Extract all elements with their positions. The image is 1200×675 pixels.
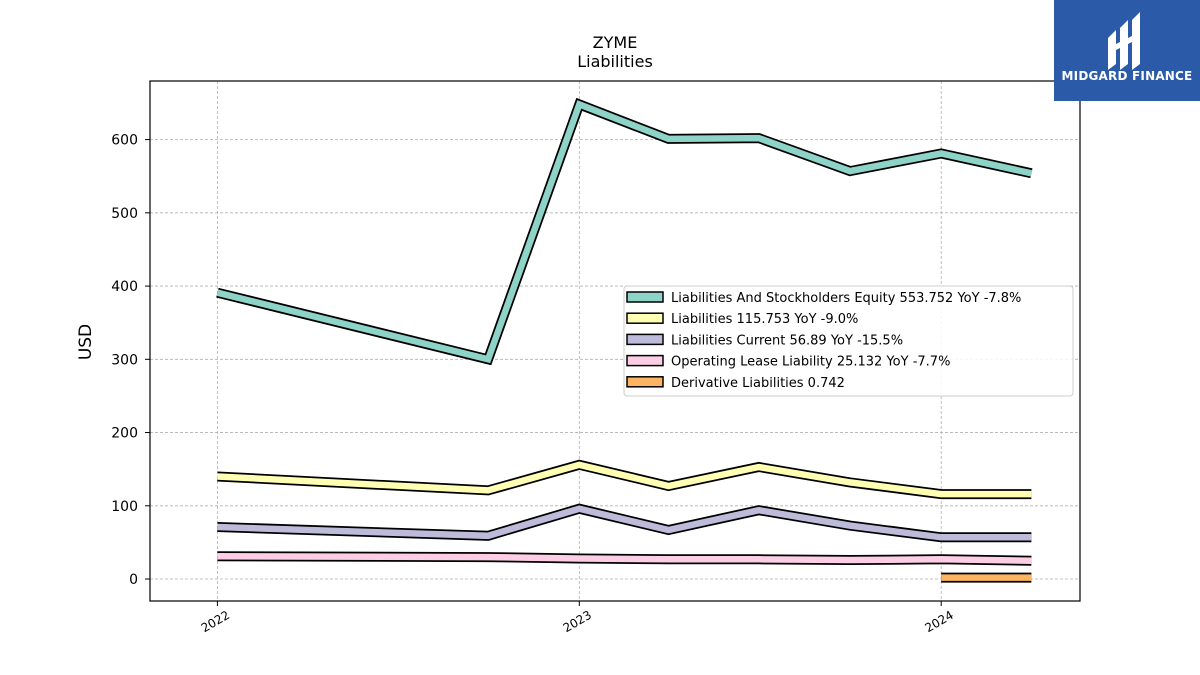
y-tick-label: 300 bbox=[111, 352, 138, 368]
series-line bbox=[216, 100, 1033, 364]
series-line bbox=[217, 553, 1032, 564]
legend-swatch bbox=[626, 333, 664, 346]
legend-swatch bbox=[626, 312, 664, 324]
legend-entry: Derivative Liabilities 0.742 bbox=[671, 376, 845, 391]
y-tick-label: 400 bbox=[111, 279, 138, 295]
x-tick-label: 2022 bbox=[199, 608, 232, 635]
y-axis: 0 100 200 300 400 500 600 bbox=[111, 133, 150, 588]
series-liabilities-current bbox=[217, 503, 1032, 543]
x-tick-label: 2024 bbox=[922, 608, 955, 635]
x-tick-label: 2023 bbox=[561, 608, 594, 635]
plot-frame bbox=[149, 80, 1081, 602]
legend-swatch bbox=[626, 291, 664, 303]
brand-logo: MIDGARD FINANCE bbox=[1054, 0, 1200, 101]
legend-box bbox=[623, 285, 1074, 397]
series-liabilities bbox=[217, 459, 1032, 500]
chart-subtitle: Liabilities bbox=[577, 52, 653, 71]
series-line bbox=[217, 505, 1032, 541]
series-operating-lease-liability bbox=[217, 551, 1032, 566]
y-tick-label: 500 bbox=[111, 206, 138, 222]
legend: Liabilities And Stockholders Equity 553.… bbox=[623, 285, 1074, 397]
logo-text: MIDGARD FINANCE bbox=[1061, 69, 1193, 83]
series-liabilities-and-stockholders-equity bbox=[216, 97, 1033, 366]
legend-swatch bbox=[626, 354, 664, 367]
logo-mark-icon bbox=[1108, 12, 1140, 70]
y-tick-label: 0 bbox=[129, 572, 138, 588]
legend-entry: Liabilities Current 56.89 YoY -15.5% bbox=[671, 333, 903, 348]
series-line bbox=[217, 461, 1032, 498]
legend-entry: Operating Lease Liability 25.132 YoY -7.… bbox=[671, 355, 950, 370]
y-tick-label: 600 bbox=[111, 133, 138, 149]
chart-title: ZYME bbox=[593, 33, 638, 52]
series-layer bbox=[216, 97, 1033, 583]
legend-swatch bbox=[626, 376, 664, 388]
legend-entry: Liabilities And Stockholders Equity 553.… bbox=[671, 291, 1021, 306]
grid bbox=[150, 81, 1080, 601]
y-tick-label: 200 bbox=[111, 426, 138, 442]
y-tick-label: 100 bbox=[111, 499, 138, 515]
y-axis-label: USD bbox=[76, 324, 96, 360]
legend-entry: Liabilities 115.753 YoY -9.0% bbox=[671, 312, 858, 327]
x-axis: 2022 2023 2024 bbox=[199, 601, 956, 635]
